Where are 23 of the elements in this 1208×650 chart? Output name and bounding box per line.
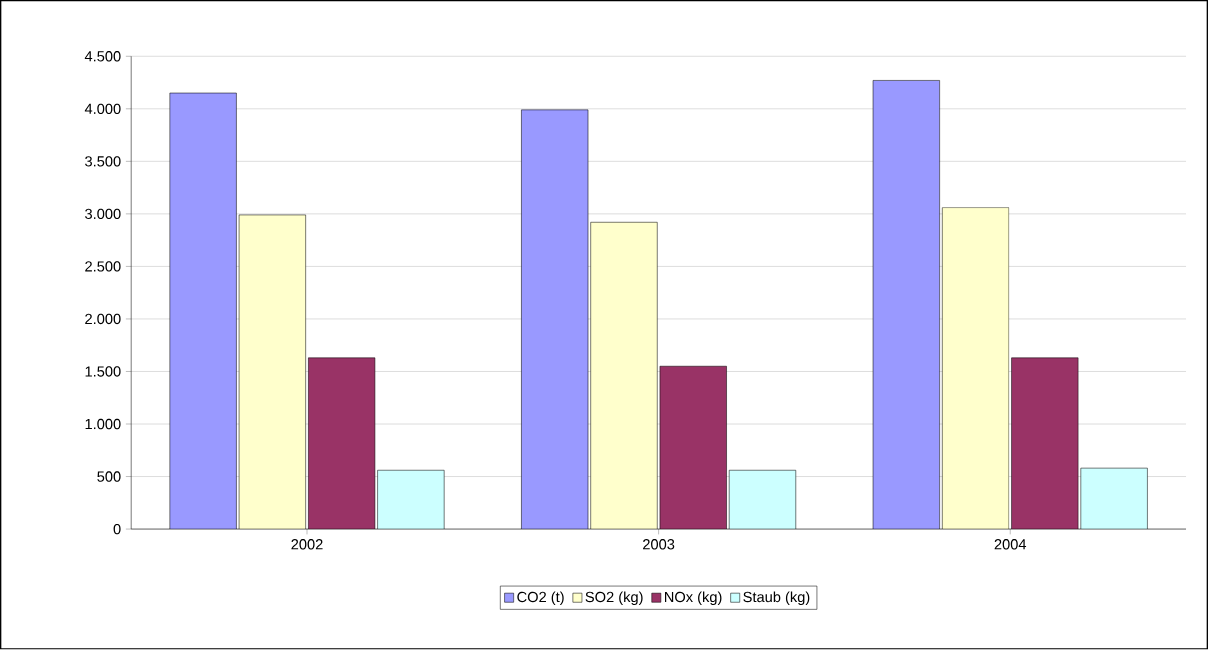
x-tick-label: 2003: [643, 539, 675, 550]
y-tick-label: 4.500: [84, 51, 121, 62]
y-tick-label: 1.000: [85, 419, 121, 430]
legend-label: CO2 (t): [517, 591, 564, 606]
legend-label: NOx (kg): [665, 591, 722, 606]
y-tick-label: 500: [97, 471, 121, 482]
bar: [1080, 468, 1148, 530]
y-tick-label: 1.500: [85, 366, 121, 377]
x-tick-label: 2004: [994, 539, 1027, 550]
y-tick-label: 3.000: [85, 208, 121, 220]
y-tick-label: 2.500: [85, 261, 121, 272]
bar: [729, 470, 796, 530]
bar: [169, 93, 237, 530]
legend-label: SO2 (kg): [585, 591, 643, 606]
y-tick-label: 4.000: [84, 103, 121, 115]
y-tick-label: 3.500: [85, 156, 121, 167]
legend-label: Staub (kg): [743, 591, 810, 606]
y-tick-label: 2.000: [85, 313, 121, 325]
x-tick-label: 2002: [291, 539, 323, 550]
bar: [872, 80, 940, 530]
y-tick-label: 0: [113, 524, 121, 535]
bar: [521, 110, 589, 530]
bar: [377, 470, 445, 530]
